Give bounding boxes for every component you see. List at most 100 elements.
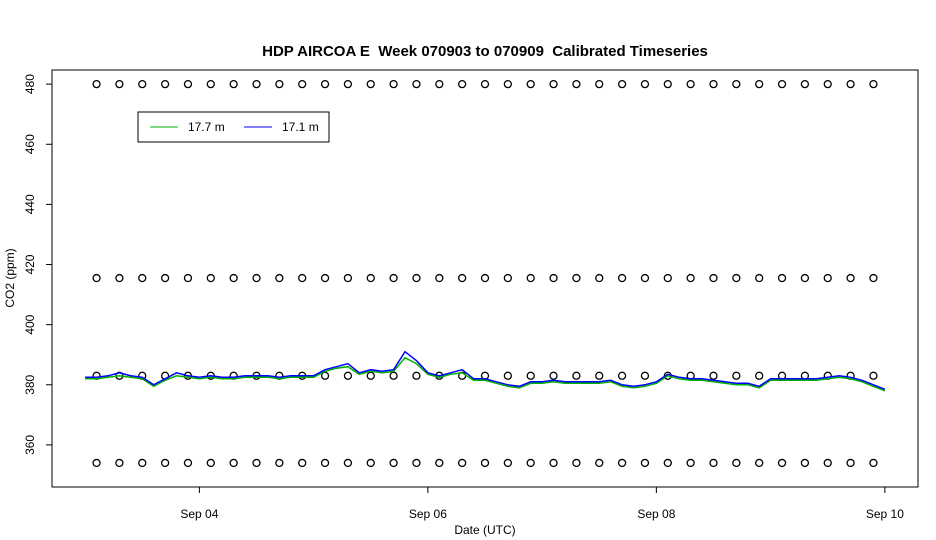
calibration-point <box>503 273 512 283</box>
calibration-point <box>869 458 878 468</box>
calibration-point <box>869 79 878 89</box>
calibration-point <box>595 79 604 89</box>
calibration-point <box>755 79 764 89</box>
calibration-point <box>709 273 718 283</box>
calibration-point <box>343 458 353 468</box>
calibration-point <box>458 458 467 468</box>
calibration-point <box>435 458 444 468</box>
calibration-point <box>526 79 535 89</box>
calibration-point <box>138 458 147 468</box>
calibration-point <box>412 458 421 468</box>
calibration-point <box>480 458 490 468</box>
calibration-point <box>298 458 307 468</box>
calibration-point <box>777 79 787 89</box>
calibration-point <box>160 273 170 283</box>
calibration-point <box>663 273 672 283</box>
calibration-point <box>732 79 741 89</box>
calibration-point <box>458 79 467 89</box>
calibration-point <box>823 458 832 468</box>
calibration-point <box>298 79 307 89</box>
calibration-point <box>755 458 764 468</box>
calibration-point <box>640 273 650 283</box>
x-tick-label: Sep 06 <box>409 507 447 521</box>
calibration-point <box>92 273 101 283</box>
calibration-point <box>503 79 512 89</box>
calibration-point <box>572 273 581 283</box>
calibration-point <box>206 458 215 468</box>
calibration-point <box>686 458 695 468</box>
calibration-point <box>526 371 535 380</box>
calibration-point <box>846 273 855 283</box>
calibration-point <box>617 79 627 89</box>
y-tick-label: 420 <box>23 254 37 274</box>
calibration-point <box>572 458 581 468</box>
calibration-point <box>389 79 398 89</box>
series-line <box>85 356 886 392</box>
y-tick-label: 460 <box>23 134 37 154</box>
calibration-point <box>572 371 581 380</box>
calibration-point <box>229 458 238 468</box>
y-tick-label: 480 <box>23 74 37 94</box>
calibration-point <box>686 79 695 89</box>
calibration-point <box>160 458 170 468</box>
calibration-point <box>526 273 535 283</box>
calibration-point <box>846 79 855 89</box>
calibration-point <box>663 79 672 89</box>
calibration-point <box>183 273 193 283</box>
calibration-point <box>138 79 147 89</box>
calibration-point <box>549 79 558 89</box>
calibration-point <box>115 458 124 468</box>
calibration-point <box>595 371 604 380</box>
legend-label: 17.1 m <box>282 120 319 134</box>
calibration-point <box>617 371 627 380</box>
calibration-point <box>572 79 581 89</box>
calibration-point <box>252 458 261 468</box>
calibration-point <box>526 458 535 468</box>
calibration-point <box>206 273 215 283</box>
calibration-point <box>92 458 101 468</box>
calibration-point <box>389 273 398 283</box>
calibration-point <box>320 273 330 283</box>
calibration-point <box>229 79 238 89</box>
calibration-point <box>709 371 718 380</box>
x-tick-label: Sep 04 <box>180 507 218 521</box>
calibration-point <box>412 273 421 283</box>
y-tick-label: 440 <box>23 194 37 214</box>
y-tick-label: 380 <box>23 374 37 394</box>
calibration-point <box>298 273 307 283</box>
calibration-point <box>503 371 512 380</box>
calibration-point <box>412 79 421 89</box>
calibration-point <box>549 273 558 283</box>
calibration-point <box>755 371 764 380</box>
calibration-point <box>138 273 147 283</box>
calibration-point <box>732 458 741 468</box>
calibration-point <box>160 79 170 89</box>
calibration-point <box>275 273 284 283</box>
calibration-point <box>800 458 810 468</box>
calibration-point <box>275 458 284 468</box>
calibration-point <box>800 79 810 89</box>
calibration-point <box>366 458 375 468</box>
calibration-point <box>343 273 353 283</box>
calibration-point <box>869 371 878 380</box>
calibration-point <box>366 371 375 380</box>
calibration-point <box>435 273 444 283</box>
x-axis-label: Date (UTC) <box>454 523 515 537</box>
calibration-point <box>709 458 718 468</box>
chart-title: HDP AIRCOA E Week 070903 to 070909 Calib… <box>262 43 708 60</box>
calibration-point <box>343 79 353 89</box>
calibration-point <box>755 273 764 283</box>
x-tick-label: Sep 08 <box>637 507 675 521</box>
calibration-point <box>595 458 604 468</box>
calibration-point <box>412 371 421 380</box>
calibration-point <box>800 273 810 283</box>
calibration-point <box>92 79 101 89</box>
calibration-point <box>823 273 832 283</box>
calibration-point <box>617 273 627 283</box>
calibration-point <box>320 458 330 468</box>
y-tick-label: 360 <box>23 435 37 455</box>
calibration-point <box>320 79 330 89</box>
calibration-point <box>732 371 741 380</box>
